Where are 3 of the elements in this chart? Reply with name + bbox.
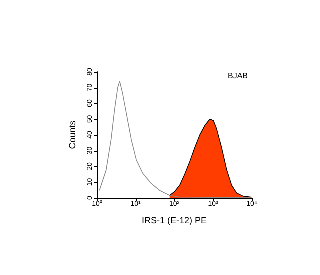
x-axis-title: IRS-1 (E-12) PE (142, 216, 208, 226)
y-axis-title: Counts (68, 120, 78, 150)
annotation: BJAB (228, 72, 248, 80)
